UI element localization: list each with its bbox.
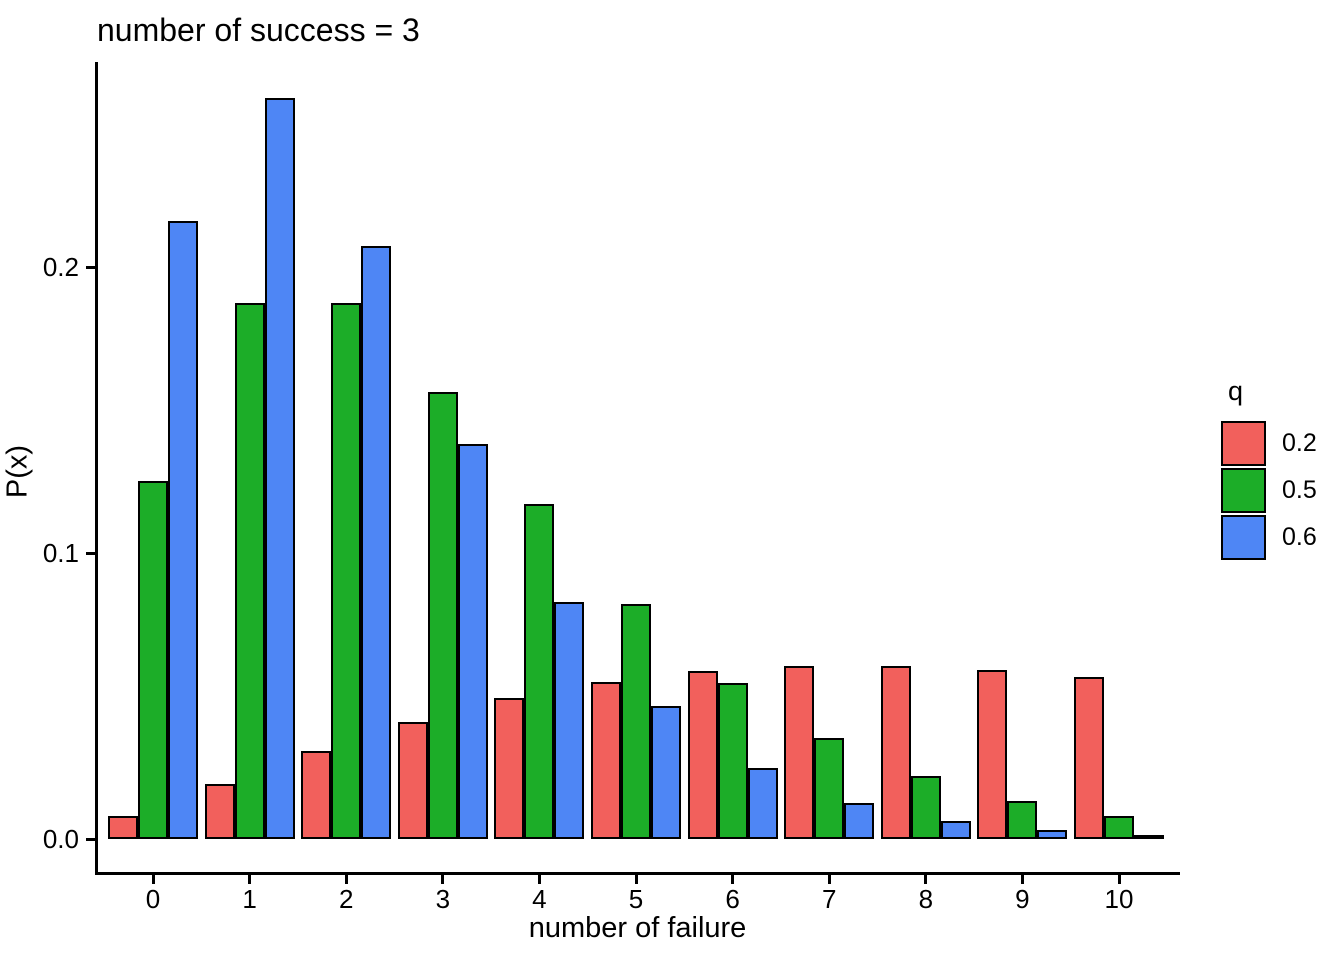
bar-q0.6-x1 [264, 98, 295, 839]
chart-title: number of success = 3 [97, 12, 420, 48]
x-tick-label: 0 [145, 884, 161, 914]
x-tick-label: 2 [338, 884, 354, 914]
bar-q0.2-x9 [977, 670, 1008, 839]
bar-q0.5-x7 [814, 738, 845, 839]
x-tick-label: 9 [1015, 884, 1030, 914]
bar-q0.5-x1 [234, 303, 265, 839]
bar-q0.6-x9 [1037, 830, 1068, 839]
x-tick-mark [731, 875, 735, 884]
x-tick-mark [1117, 875, 1121, 884]
legend: q 0.2 0.5 0.6 [1221, 376, 1317, 562]
x-tick-mark [537, 875, 541, 884]
y-tick-mark [86, 265, 95, 269]
bar-q0.5-x5 [621, 604, 651, 839]
x-tick-mark [1020, 875, 1024, 884]
x-tick-label: 3 [435, 884, 451, 914]
legend-items: 0.2 0.5 0.6 [1221, 421, 1317, 560]
plot-panel [95, 62, 1180, 875]
legend-label: 0.6 [1282, 523, 1317, 551]
bar-q0.6-x5 [651, 706, 681, 839]
legend-item-q0.5: 0.5 [1221, 468, 1317, 513]
x-tick-label: 4 [532, 884, 547, 914]
bar-q0.6-x8 [940, 821, 971, 839]
bar-q0.2-x0 [108, 816, 138, 839]
bar-q0.2-x1 [204, 784, 235, 839]
legend-item-q0.2: 0.2 [1221, 421, 1317, 466]
x-tick-label: 6 [725, 884, 740, 914]
bar-q0.6-x6 [747, 768, 778, 839]
bar-q0.2-x7 [784, 666, 815, 839]
y-tick-label: 0.2 [42, 252, 79, 282]
bar-q0.5-x8 [910, 776, 941, 839]
bar-group-x6 [687, 59, 778, 839]
bar-group-x0 [108, 59, 198, 839]
y-tick-label: 0.0 [42, 824, 79, 854]
x-tick-label: 7 [821, 884, 837, 914]
x-tick-label: 5 [628, 884, 644, 914]
legend-key-swatch [1221, 468, 1266, 513]
legend-label: 0.5 [1282, 476, 1317, 504]
bar-q0.2-x4 [494, 698, 525, 839]
y-tick-mark [86, 551, 95, 555]
legend-key-swatch [1221, 421, 1266, 466]
bar-group-x1 [204, 59, 295, 839]
bar-q0.6-x2 [361, 246, 392, 839]
bar-q0.2-x10 [1074, 677, 1104, 839]
y-tick-label: 0.1 [42, 538, 79, 568]
bar-q0.5-x9 [1007, 801, 1038, 839]
bar-q0.2-x5 [591, 682, 621, 839]
y-tick-mark [86, 837, 95, 841]
y-axis-title: P(x) [1, 444, 34, 499]
x-tick-mark [827, 875, 831, 884]
x-tick-label: 8 [918, 884, 934, 914]
x-tick-label: 10 [1104, 884, 1134, 914]
bar-q0.5-x2 [331, 303, 362, 839]
bar-q0.6-x4 [554, 602, 585, 839]
bar-group-x7 [784, 59, 875, 839]
x-tick-mark [441, 875, 445, 884]
bar-q0.2-x8 [880, 666, 911, 839]
bar-group-x8 [880, 59, 971, 839]
bar-q0.5-x4 [524, 504, 555, 839]
legend-label: 0.2 [1282, 429, 1317, 457]
bar-group-x9 [977, 59, 1068, 839]
bar-q0.2-x3 [397, 722, 428, 839]
x-tick-mark [344, 875, 348, 884]
x-tick-label: 1 [242, 884, 257, 914]
bar-q0.2-x2 [301, 751, 332, 839]
bar-group-x3 [397, 59, 488, 839]
bar-group-x5 [591, 59, 681, 839]
bar-group-x2 [301, 59, 392, 839]
x-axis-title: number of failure [528, 912, 747, 944]
bar-q0.2-x6 [687, 671, 718, 839]
x-tick-mark [924, 875, 928, 884]
bar-q0.5-x6 [717, 683, 748, 839]
legend-item-q0.6: 0.6 [1221, 515, 1317, 560]
x-tick-mark [248, 875, 252, 884]
legend-key-swatch [1221, 515, 1266, 560]
bar-q0.5-x10 [1104, 816, 1134, 839]
bar-q0.6-x10 [1134, 835, 1164, 839]
bar-q0.6-x3 [457, 444, 488, 839]
bar-group-x10 [1074, 59, 1164, 839]
x-tick-mark [151, 875, 155, 884]
legend-title: q [1228, 376, 1244, 406]
bar-q0.5-x3 [427, 392, 458, 839]
bar-q0.6-x0 [168, 221, 198, 839]
x-tick-mark [634, 875, 638, 884]
bar-q0.5-x0 [138, 481, 168, 839]
bar-group-x4 [494, 59, 585, 839]
bar-q0.6-x7 [844, 803, 875, 839]
